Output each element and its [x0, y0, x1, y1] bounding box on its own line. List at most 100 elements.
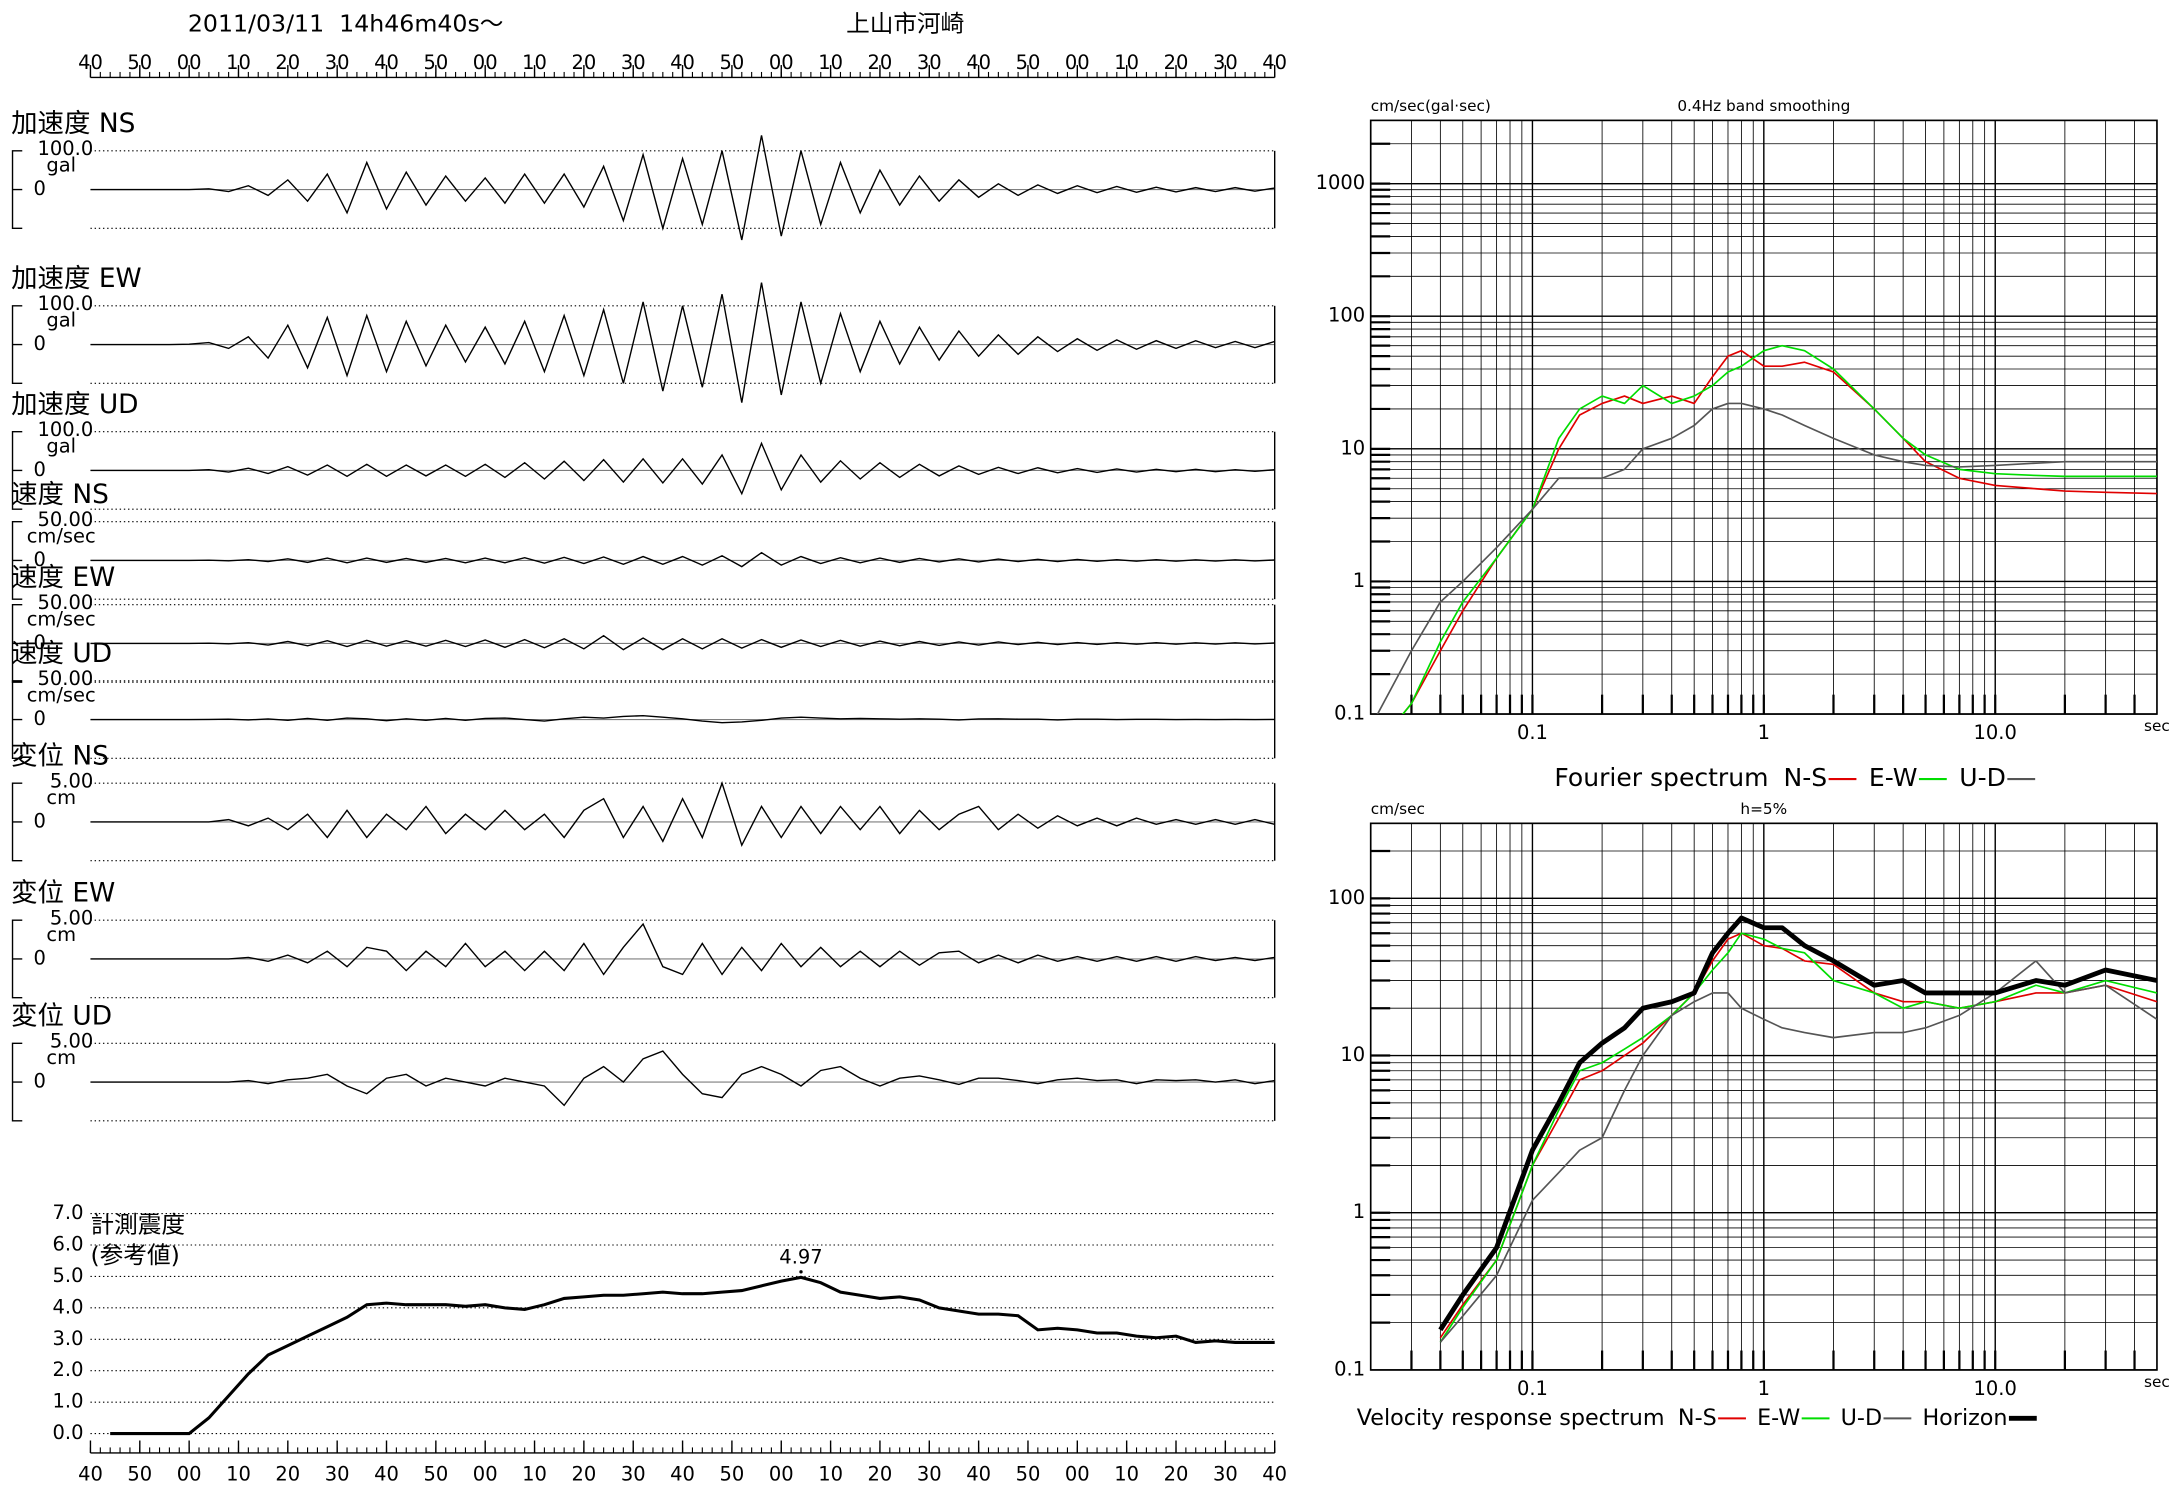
x-axis-label: sec	[2144, 717, 2170, 735]
plot-frame	[1369, 822, 2158, 1371]
panel-unit: cm	[46, 786, 76, 809]
time-tick-label: 10	[522, 51, 547, 74]
y-tick-label: 10	[1340, 436, 1365, 459]
time-tick-label: 20	[868, 51, 893, 74]
legend-label: E-W	[1757, 1405, 1800, 1431]
x-tick-label: 10.0	[1974, 721, 2017, 744]
intensity-tick-label: 1.0	[53, 1390, 84, 1413]
panel-label: 加速度 EW	[11, 264, 142, 294]
legend-title: Fourier spectrum	[1554, 763, 1768, 792]
chart-subtitle: 0.4Hz band smoothing	[1677, 97, 1850, 115]
time-tick-label: 50	[423, 1463, 448, 1486]
legend-label: N-S	[1678, 1405, 1717, 1431]
waveform	[90, 135, 1275, 241]
time-tick-label: 50	[1016, 51, 1041, 74]
y-tick-label: 100	[1328, 304, 1365, 327]
time-tick-label: 40	[78, 51, 103, 74]
panel-scale-label: 100.0	[38, 292, 94, 315]
panel-bracket	[11, 520, 23, 600]
time-tick-label: 40	[78, 1463, 103, 1486]
waveform	[90, 922, 1275, 976]
panel-unit: cm/sec	[27, 684, 96, 707]
y-tick-label: 10	[1340, 1043, 1365, 1066]
time-tick-label: 30	[621, 1463, 646, 1486]
station-name: 上山市河崎	[846, 9, 964, 37]
time-tick-label: 40	[966, 1463, 991, 1486]
chart-subtitle: h=5%	[1740, 800, 1787, 818]
legend-label: E-W	[1869, 763, 1918, 792]
panel-label: 加速度 NS	[11, 109, 135, 139]
panel-bracket	[11, 305, 23, 384]
panel-scale-label: 0	[34, 707, 46, 730]
time-tick-label: 30	[621, 51, 646, 74]
spectrum-line	[1438, 915, 2157, 1332]
x-tick-label: 10.0	[1974, 1377, 2017, 1400]
time-tick-label: 00	[177, 51, 202, 74]
x-tick-label: 1	[1758, 721, 1770, 744]
panel-label: 速度 NS	[11, 480, 109, 510]
legend-title: Velocity response spectrum	[1357, 1405, 1665, 1431]
time-tick-label: 50	[720, 51, 745, 74]
intensity-tick-label: 6.0	[53, 1233, 84, 1256]
panel-label: 速度 UD	[11, 639, 112, 669]
panel-unit: cm	[46, 1046, 76, 1069]
y-axis-label: cm/sec(gal·sec)	[1371, 97, 1491, 115]
time-tick-label: 40	[374, 1463, 399, 1486]
panel-scale-label: 0	[34, 946, 46, 969]
intensity-tick-label: 3.0	[53, 1327, 84, 1350]
y-tick-label: 1	[1353, 1200, 1365, 1223]
time-tick-label: 40	[1262, 1463, 1287, 1486]
waveform	[90, 282, 1275, 403]
panel-bracket	[11, 150, 23, 230]
time-tick-label: 00	[473, 51, 498, 74]
panel-label: 変位 NS	[11, 741, 109, 771]
panel-scale-label: 50.00	[38, 667, 94, 690]
time-tick-label: 40	[1262, 51, 1287, 74]
time-tick-label: 20	[571, 1463, 596, 1486]
time-tick-label: 30	[917, 1463, 942, 1486]
panel-unit: gal	[46, 434, 76, 457]
spectrum-line	[1376, 402, 2157, 715]
panel-scale-label: 0	[34, 177, 46, 200]
time-tick-label: 00	[1065, 1463, 1090, 1486]
panel-scale-label: 0	[34, 458, 46, 481]
waveform	[90, 714, 1275, 724]
record-time: 2011/03/11 14h46m40s～	[188, 9, 504, 37]
waveform	[90, 1050, 1275, 1107]
time-tick-label: 10	[226, 51, 251, 74]
time-tick-label: 20	[275, 51, 300, 74]
panel-bracket	[11, 782, 23, 862]
y-tick-label: 100	[1328, 886, 1365, 909]
time-tick-label: 00	[769, 1463, 794, 1486]
time-tick-label: 20	[1164, 1463, 1189, 1486]
time-tick-label: 10	[1114, 1463, 1139, 1486]
y-tick-label: 1	[1353, 569, 1365, 592]
time-tick-label: 10	[522, 1463, 547, 1486]
panel-bracket	[11, 431, 23, 510]
plot-frame	[1369, 119, 2158, 715]
intensity-line	[110, 1275, 1275, 1436]
x-tick-label: 0.1	[1517, 1377, 1548, 1400]
panel-bracket	[11, 1042, 23, 1122]
intensity-tick-label: 2.0	[53, 1358, 84, 1381]
panel-scale-label: 100.0	[38, 137, 94, 160]
time-tick-label: 50	[127, 51, 152, 74]
time-tick-label: 00	[769, 51, 794, 74]
peak-label: 4.97	[779, 1246, 822, 1269]
time-tick-label: 40	[670, 51, 695, 74]
legend-label: U-D	[1841, 1405, 1882, 1431]
panel-unit: cm/sec	[27, 607, 96, 630]
panel-bracket	[11, 680, 23, 759]
panel-scale-label: 0	[34, 1070, 46, 1093]
y-axis-label: cm/sec	[1371, 800, 1425, 818]
time-tick-label: 30	[325, 1463, 350, 1486]
panel-unit: gal	[46, 309, 76, 332]
time-tick-label: 50	[423, 51, 448, 74]
panel-bracket	[11, 604, 23, 683]
panel-scale-label: 50.00	[38, 591, 94, 614]
time-tick-label: 10	[818, 1463, 843, 1486]
x-tick-label: 1	[1758, 1377, 1770, 1400]
panel-unit: cm	[46, 923, 76, 946]
